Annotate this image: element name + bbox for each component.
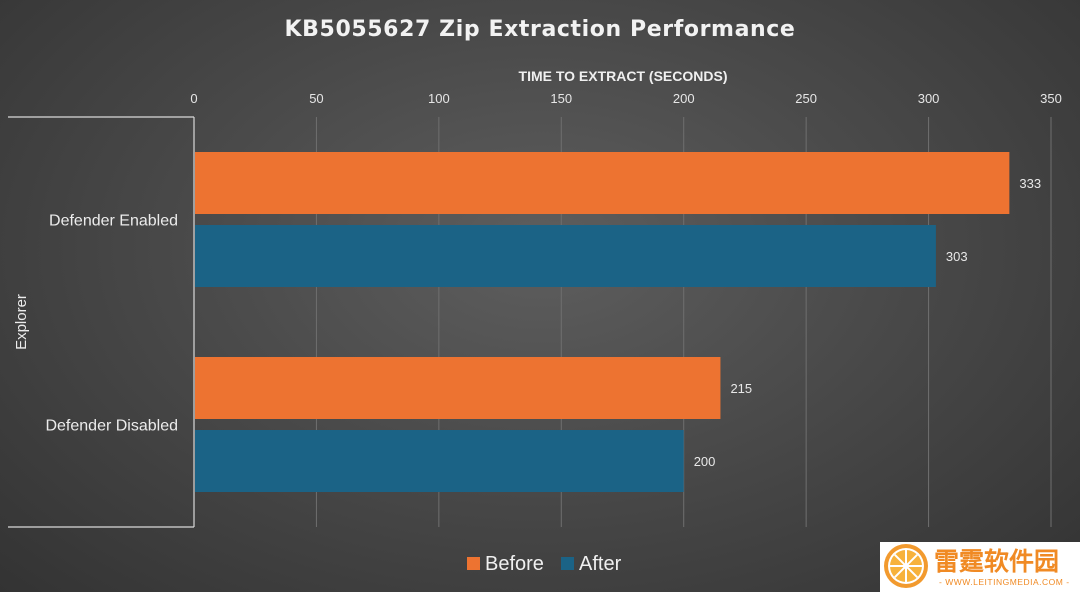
data-label: 200	[694, 454, 716, 469]
x-tick-label: 300	[918, 91, 940, 106]
bar-after	[195, 430, 684, 492]
watermark-text-en: - WWW.LEITINGMEDIA.COM -	[939, 577, 1070, 587]
x-tick-labels: 0 50 100 150 200 250 300 350	[190, 91, 1061, 106]
legend: Before After	[467, 553, 622, 575]
x-tick-label: 200	[673, 91, 695, 106]
x-tick-label: 0	[190, 91, 197, 106]
chart-title: KB5055627 Zip Extraction Performance	[285, 17, 796, 42]
orange-slice-icon	[884, 544, 928, 588]
bar-before	[195, 152, 1010, 214]
bar-after	[195, 225, 936, 287]
legend-swatch-after	[561, 557, 574, 570]
x-tick-label: 350	[1040, 91, 1062, 106]
category-labels: Defender Enabled Defender Disabled	[45, 213, 178, 435]
legend-label-before: Before	[485, 553, 544, 575]
x-tick-label: 50	[309, 91, 323, 106]
legend-label-after: After	[579, 553, 622, 575]
watermark: 雷霆软件园 - WWW.LEITINGMEDIA.COM -	[880, 542, 1080, 592]
watermark-text-cn: 雷霆软件园	[934, 547, 1059, 576]
group-label: Explorer	[13, 294, 30, 350]
x-axis-title: TIME TO EXTRACT (SECONDS)	[519, 68, 728, 84]
category-label: Defender Disabled	[45, 418, 178, 435]
data-label: 333	[1019, 176, 1041, 191]
x-tick-label: 150	[550, 91, 572, 106]
group-bracket	[8, 116, 194, 528]
category-label: Defender Enabled	[49, 213, 178, 230]
bar-before	[195, 357, 721, 419]
x-tick-label: 100	[428, 91, 450, 106]
legend-swatch-before	[467, 557, 480, 570]
x-tick-label: 250	[795, 91, 817, 106]
data-label: 215	[730, 381, 752, 396]
data-label: 303	[946, 249, 968, 264]
bars: 333 303 215 200	[195, 152, 1041, 492]
